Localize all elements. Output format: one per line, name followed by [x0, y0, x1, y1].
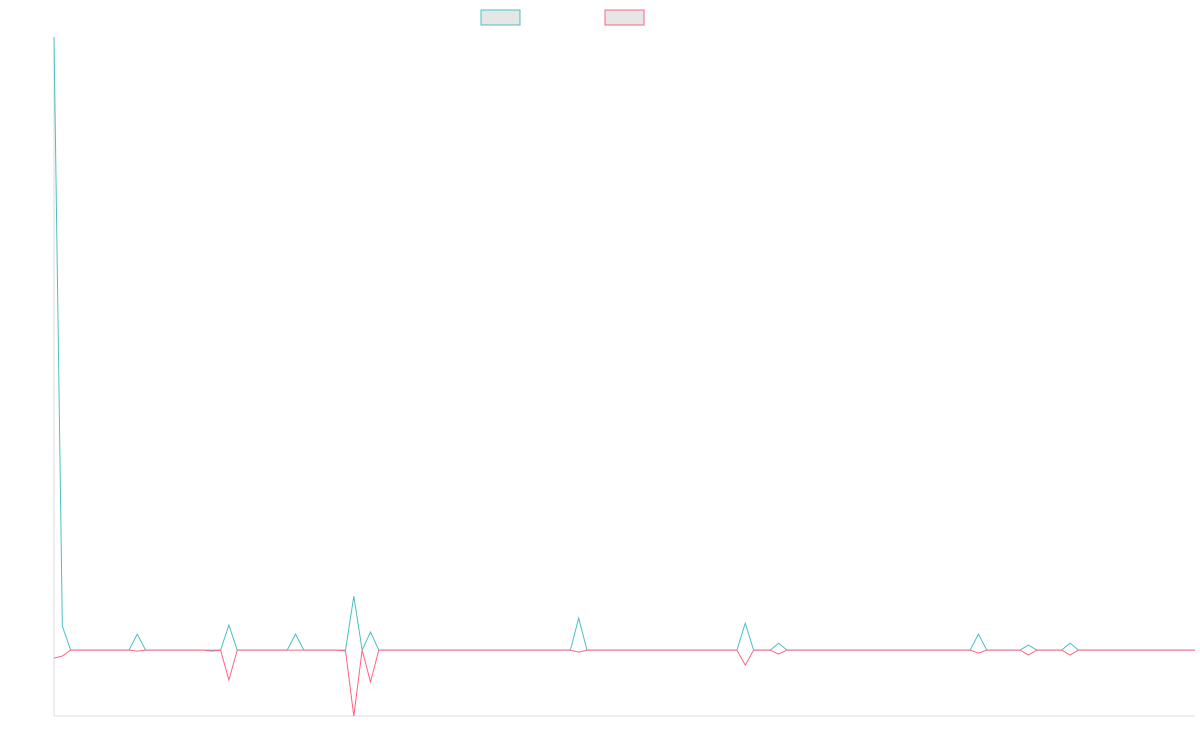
axes [53, 37, 1195, 717]
legend-swatch-2[interactable] [604, 9, 645, 26]
series-layer [53, 36, 1195, 717]
series-line-2 [53, 649, 1195, 717]
legend-swatch-1[interactable] [480, 9, 521, 26]
legend [480, 9, 645, 26]
series-line-1 [53, 36, 1195, 652]
